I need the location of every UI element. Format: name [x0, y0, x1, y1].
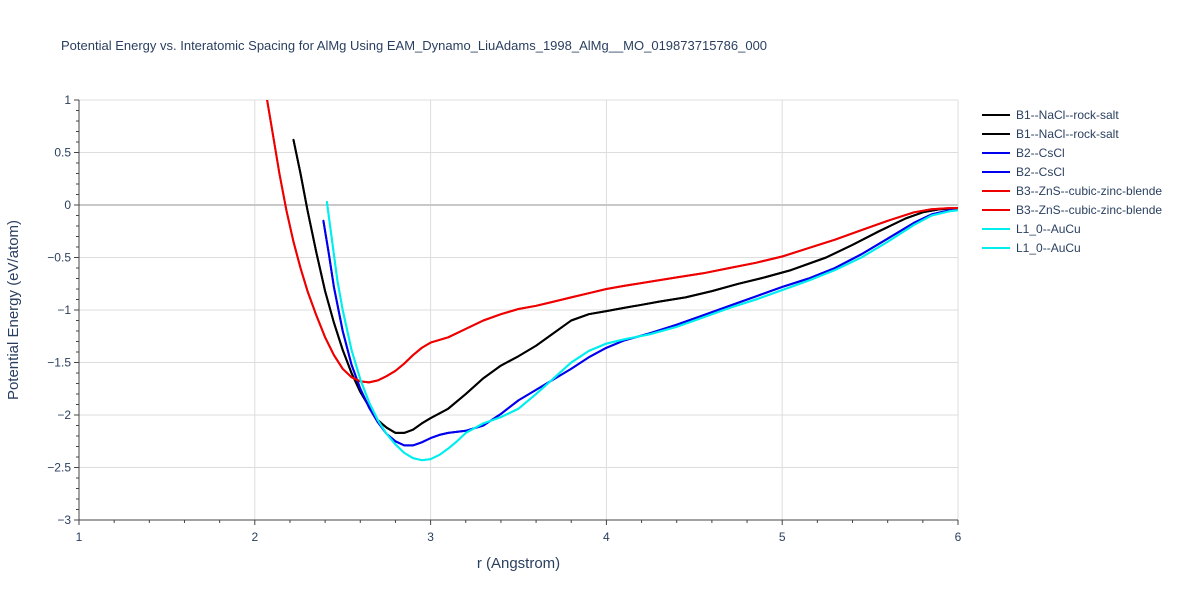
- x-tick-label: 1: [76, 530, 83, 544]
- x-axis-title: r (Angstrom): [477, 555, 560, 572]
- series-line-1: [292, 138, 958, 434]
- grid: [79, 99, 959, 520]
- series-line-5: [266, 100, 958, 384]
- x-tick-label: 5: [779, 530, 786, 544]
- y-tick-label: 0.5: [54, 146, 71, 160]
- legend-label-1: B1--NaCl--rock-salt: [1016, 127, 1119, 141]
- x-tick-label: 3: [427, 530, 434, 544]
- series-line-7: [325, 200, 958, 462]
- y-axis-title: Potential Energy (eV/atom): [5, 220, 22, 400]
- y-tick-label: −2: [57, 408, 71, 422]
- series-line-3: [322, 208, 958, 447]
- y-tick-label: −0.5: [47, 251, 71, 265]
- x-tick-label: 2: [251, 530, 258, 544]
- legend: B1--NaCl--rock-salt B1--NaCl--rock-salt B2…: [982, 108, 1162, 255]
- y-tick-label: −2.5: [47, 461, 71, 475]
- y-tick-label: −1.5: [47, 356, 71, 370]
- legend-label-6: L1_0--AuCu: [1016, 222, 1081, 236]
- y-tick-label: −1: [57, 303, 71, 317]
- series-line-6: [325, 200, 958, 462]
- y-tick-label: 0: [64, 198, 71, 212]
- x-tick-label: 4: [603, 530, 610, 544]
- legend-label-7: L1_0--AuCu: [1016, 241, 1081, 255]
- legend-label-3: B2--CsCl: [1016, 165, 1065, 179]
- legend-label-2: B2--CsCl: [1016, 146, 1065, 160]
- x-tick-label: 6: [955, 530, 962, 544]
- y-tick-label: 1: [64, 93, 71, 107]
- legend-label-4: B3--ZnS--cubic-zinc-blende: [1016, 184, 1162, 198]
- series-line-2: [322, 208, 958, 447]
- legend-label-5: B3--ZnS--cubic-zinc-blende: [1016, 203, 1162, 217]
- chart-title: Potential Energy vs. Interatomic Spacing…: [61, 38, 767, 53]
- y-tick-label: −3: [57, 513, 71, 527]
- axes: 1 2 3 4 5 6 1 0.5 0 −0.5 −1 −1.5 −2 −2.5 −3: [47, 93, 961, 544]
- series-line-4: [266, 100, 958, 384]
- legend-label-0: B1--NaCl--rock-salt: [1016, 108, 1119, 122]
- plot-area: [266, 100, 958, 462]
